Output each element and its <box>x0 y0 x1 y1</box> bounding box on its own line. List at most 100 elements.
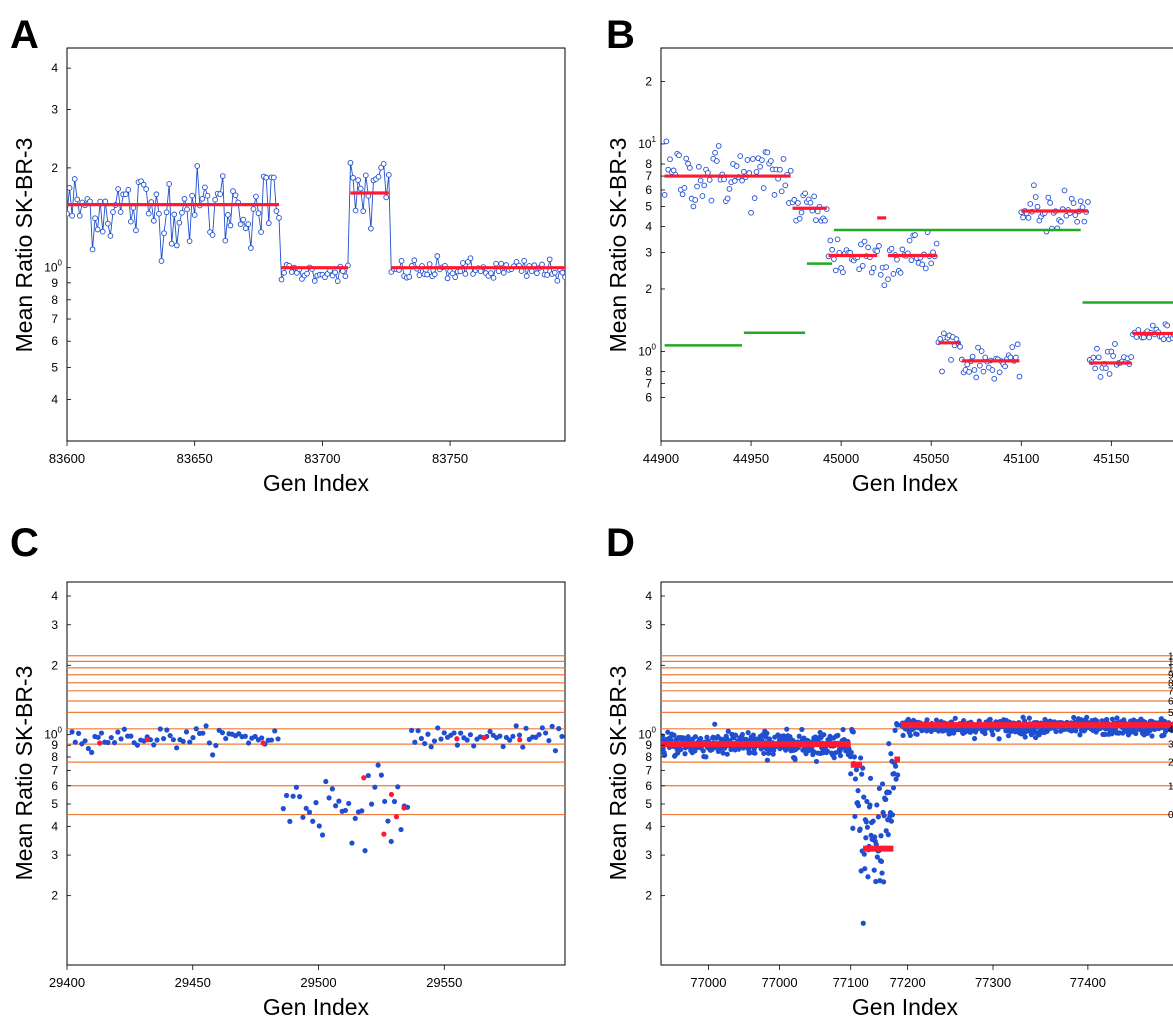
data-point <box>520 744 526 750</box>
data-point <box>859 771 865 777</box>
y-tick-label: 6 <box>51 334 58 348</box>
data-point <box>759 157 765 163</box>
data-point <box>333 803 339 809</box>
data-point <box>76 212 83 219</box>
data-point <box>877 271 884 278</box>
data-point <box>186 238 193 245</box>
data-point <box>395 784 401 790</box>
data-point <box>304 270 310 277</box>
y-tick-label: 3 <box>645 245 652 259</box>
plot-content <box>661 655 1173 926</box>
y-tick-label: 9 <box>51 276 58 290</box>
data-point <box>368 225 374 232</box>
data-point <box>750 732 756 738</box>
data-point <box>280 806 286 812</box>
copy-number-label: 12 <box>1168 651 1173 662</box>
data-point <box>1025 214 1032 221</box>
y-tick-label: 100 <box>638 342 656 358</box>
data-point <box>692 197 699 203</box>
x-tick-label: 29400 <box>49 975 85 990</box>
data-point <box>174 745 180 751</box>
data-point <box>449 270 456 277</box>
data-point <box>708 197 715 204</box>
data-point <box>434 253 441 259</box>
data-point <box>858 755 864 761</box>
data-point <box>856 266 863 273</box>
data-point <box>219 173 226 179</box>
data-point <box>888 818 895 824</box>
data-point <box>1074 218 1080 225</box>
data-point <box>1164 322 1171 329</box>
data-point <box>365 772 371 779</box>
y-tick-label: 2 <box>645 74 652 88</box>
data-point <box>894 722 900 728</box>
y-tick-label: 6 <box>645 779 652 793</box>
data-point <box>975 344 981 351</box>
data-point <box>883 264 890 270</box>
data-point <box>67 210 70 217</box>
data-point <box>751 195 758 202</box>
data-point <box>117 209 124 215</box>
copy-number-label: 4 <box>1168 724 1173 735</box>
data-point <box>171 211 178 218</box>
data-point <box>831 755 837 761</box>
data-point <box>862 866 868 872</box>
x-tick-label: 77400 <box>1070 975 1106 990</box>
y-tick-label: 8 <box>645 750 652 764</box>
data-point <box>495 268 502 275</box>
y-tick-label: 3 <box>51 103 58 117</box>
data-point <box>143 186 150 192</box>
data-point <box>1149 733 1155 739</box>
y-tick-label: 4 <box>51 589 58 603</box>
data-point <box>1114 715 1120 721</box>
data-point <box>892 727 898 733</box>
data-point <box>996 736 1002 742</box>
data-point <box>835 732 841 738</box>
data-point <box>98 730 105 736</box>
copy-number-label: 6 <box>1168 697 1173 708</box>
data-point <box>242 225 249 232</box>
data-point <box>782 182 789 189</box>
data-point <box>908 257 915 264</box>
data-point <box>272 728 278 734</box>
data-point <box>699 193 706 199</box>
data-point <box>893 776 899 782</box>
data-point <box>133 227 139 234</box>
y-tick-label: 7 <box>645 169 652 183</box>
data-point <box>378 164 384 171</box>
data-point <box>180 738 186 744</box>
x-tick-label: 83650 <box>177 451 213 466</box>
data-point <box>852 776 859 782</box>
data-point <box>79 741 85 747</box>
data-point <box>969 353 976 360</box>
copy-number-label: 7 <box>1168 686 1173 697</box>
data-point <box>191 212 198 218</box>
data-point <box>744 157 751 163</box>
data-point <box>265 220 272 226</box>
data-point <box>741 168 747 175</box>
data-point <box>840 726 846 733</box>
data-point <box>695 163 702 170</box>
data-point <box>225 212 231 218</box>
data-point <box>715 143 722 149</box>
copy-number-label: 8 <box>1168 678 1173 689</box>
data-point <box>861 238 868 245</box>
data-point <box>796 733 802 739</box>
data-point <box>293 784 299 790</box>
data-point <box>989 367 996 373</box>
data-point <box>372 784 378 790</box>
data-point <box>778 188 785 195</box>
data-point <box>424 271 430 278</box>
data-point <box>807 199 814 206</box>
data-point <box>300 814 306 820</box>
data-point <box>554 277 561 284</box>
data-point <box>1092 365 1098 372</box>
data-point <box>1016 373 1023 380</box>
outlier-point <box>144 737 151 743</box>
data-point <box>787 167 794 174</box>
data-point <box>391 798 398 805</box>
data-point <box>865 244 872 251</box>
data-point <box>121 726 127 732</box>
data-point <box>1026 715 1032 721</box>
data-point <box>712 721 718 727</box>
